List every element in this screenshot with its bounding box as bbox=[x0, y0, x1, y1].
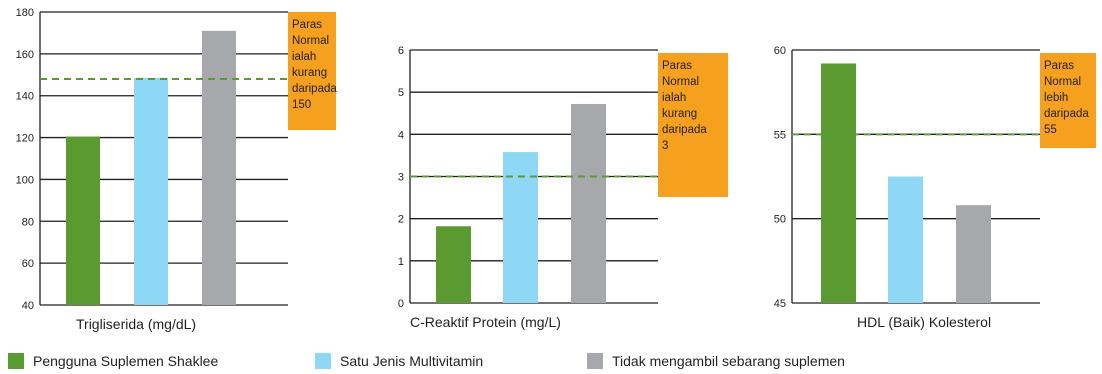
y-tick-label: 60 bbox=[774, 45, 786, 57]
y-tick-label: 4 bbox=[398, 129, 404, 141]
annotation-box bbox=[658, 53, 728, 197]
annotation-line: kurang bbox=[292, 67, 327, 79]
annotation-box bbox=[1040, 53, 1096, 148]
bar bbox=[436, 226, 471, 303]
annotation-line: daripada bbox=[662, 124, 707, 136]
bar bbox=[66, 136, 100, 305]
y-tick-label: 50 bbox=[774, 214, 786, 226]
y-tick-label: 100 bbox=[16, 174, 34, 186]
bar bbox=[503, 152, 538, 303]
chart-2: 0 1 2 3 4 5 6 Paras Normal ialah kurang daripada 3 C-… bbox=[398, 45, 728, 330]
annotation-text: Paras Normal ialah kurang daripada 3 bbox=[662, 60, 707, 152]
annotation-line: Normal bbox=[1044, 76, 1081, 88]
annotation-line: 3 bbox=[662, 140, 668, 152]
y-tick-label: 3 bbox=[398, 172, 404, 184]
y-tick-label: 180 bbox=[16, 7, 34, 19]
annotation-line: daripada bbox=[292, 83, 337, 95]
bar bbox=[956, 205, 991, 303]
legend: Pengguna Suplemen Shaklee Satu Jenis Mul… bbox=[8, 353, 1098, 371]
y-tick-label: 1 bbox=[398, 256, 404, 268]
annotation-text: Paras Normal ialah kurang daripada 150 bbox=[292, 19, 337, 111]
y-tick-label: 120 bbox=[16, 133, 34, 145]
legend-item-shaklee: Pengguna Suplemen Shaklee bbox=[8, 353, 218, 369]
annotation-line: daripada bbox=[1044, 108, 1089, 120]
legend-swatch-blue bbox=[315, 353, 331, 369]
annotation-line: kurang bbox=[662, 108, 697, 120]
annotation-text: Paras Normal lebih daripada 55 bbox=[1044, 60, 1089, 136]
bar bbox=[571, 103, 606, 304]
y-tick-label: 55 bbox=[774, 129, 786, 141]
annotation-line: Paras bbox=[662, 60, 692, 72]
annotation-line: Paras bbox=[292, 19, 322, 31]
annotation-line: Paras bbox=[1044, 60, 1074, 72]
annotation-box bbox=[288, 12, 336, 130]
x-axis-label: Trigliserida (mg/dL) bbox=[76, 316, 196, 332]
y-tick-label: 2 bbox=[398, 214, 404, 226]
legend-swatch-green bbox=[8, 353, 24, 369]
y-tick-label: 160 bbox=[16, 49, 34, 61]
annotation-line: ialah bbox=[292, 51, 316, 63]
x-axis-label: C-Reaktif Protein (mg/L) bbox=[410, 314, 561, 330]
y-tick-label: 140 bbox=[16, 91, 34, 103]
y-tick-label: 45 bbox=[774, 298, 786, 310]
bar bbox=[202, 30, 236, 305]
y-tick-label: 0 bbox=[398, 298, 404, 310]
annotation-line: 55 bbox=[1044, 124, 1057, 136]
annotation-line: lebih bbox=[1044, 92, 1068, 104]
legend-label-multivitamin: Satu Jenis Multivitamin bbox=[340, 353, 484, 369]
legend-label-none: Tidak mengambil sebarang suplemen bbox=[612, 353, 845, 369]
legend-item-multivitamin: Satu Jenis Multivitamin bbox=[315, 353, 483, 369]
annotation-line: Normal bbox=[662, 76, 699, 88]
bar bbox=[821, 63, 856, 303]
annotation-line: 150 bbox=[292, 99, 311, 111]
legend-label-shaklee: Pengguna Suplemen Shaklee bbox=[33, 353, 219, 369]
y-tick-label: 60 bbox=[22, 258, 34, 270]
annotation-line: Normal bbox=[292, 35, 329, 47]
chart-3: 45 50 55 60 Paras Normal lebih daripada 55 HDL (B… bbox=[774, 45, 1096, 330]
y-tick-label: 40 bbox=[22, 300, 34, 312]
y-tick-label: 6 bbox=[398, 45, 404, 57]
bar bbox=[134, 77, 168, 305]
y-tick-label: 80 bbox=[22, 216, 34, 228]
y-tick-label: 5 bbox=[398, 87, 404, 99]
annotation-line: ialah bbox=[662, 92, 686, 104]
bar bbox=[888, 176, 923, 303]
x-axis-label: HDL (Baik) Kolesterol bbox=[857, 314, 991, 330]
chart-1: 40 60 80 100 120 140 160 180 Paras Normal ialah kur… bbox=[16, 7, 338, 332]
legend-item-none: Tidak mengambil sebarang suplemen bbox=[587, 353, 845, 369]
legend-swatch-grey bbox=[587, 353, 603, 369]
